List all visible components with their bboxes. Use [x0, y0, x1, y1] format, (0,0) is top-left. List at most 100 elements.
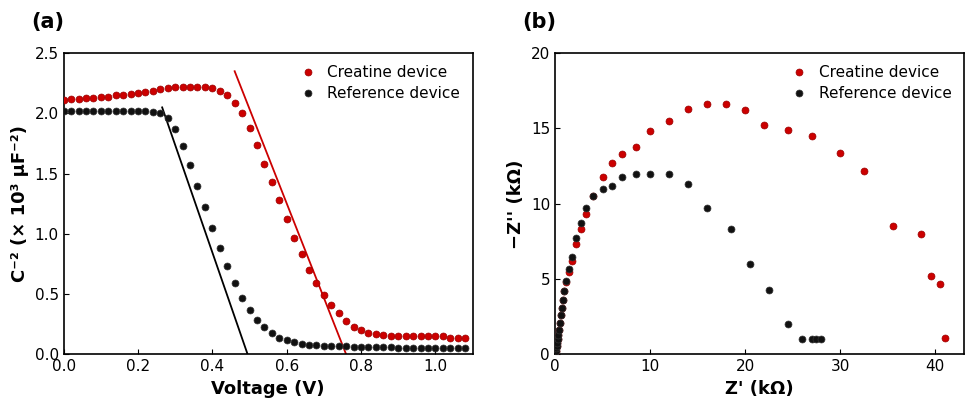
- Reference device: [566, 254, 578, 259]
- Line: Reference device: Reference device: [60, 108, 469, 352]
- Reference device: [552, 333, 564, 337]
- Y-axis label: C⁻² (× 10³ μF⁻²): C⁻² (× 10³ μF⁻²): [11, 126, 29, 282]
- Text: (a): (a): [31, 12, 64, 32]
- Reference device: [782, 322, 794, 327]
- Reference device: [797, 337, 808, 342]
- Reference device: [392, 346, 404, 351]
- Reference device: [810, 337, 822, 342]
- Reference device: [557, 298, 568, 303]
- Reference device: [806, 337, 818, 342]
- Legend: Creatine device, Reference device: Creatine device, Reference device: [288, 61, 465, 106]
- Reference device: [58, 108, 69, 113]
- Creatine device: [552, 337, 564, 342]
- Creatine device: [451, 335, 463, 340]
- Reference device: [550, 348, 562, 353]
- Creatine device: [663, 119, 675, 124]
- Reference device: [575, 221, 587, 226]
- Creatine device: [934, 281, 946, 286]
- Reference device: [551, 346, 563, 351]
- Creatine device: [580, 212, 592, 217]
- Creatine device: [561, 280, 572, 285]
- Creatine device: [739, 108, 751, 113]
- Creatine device: [682, 106, 694, 111]
- Reference device: [102, 108, 114, 113]
- Creatine device: [459, 335, 471, 340]
- Reference device: [580, 206, 592, 211]
- Reference device: [551, 344, 563, 348]
- Creatine device: [759, 123, 770, 128]
- Reference device: [552, 337, 564, 342]
- Creatine device: [916, 231, 927, 236]
- Reference device: [555, 313, 566, 318]
- Creatine device: [170, 84, 181, 89]
- Reference device: [701, 206, 713, 211]
- Reference device: [451, 346, 463, 351]
- Reference device: [815, 337, 827, 342]
- Creatine device: [606, 161, 618, 166]
- Reference device: [597, 186, 608, 191]
- Creatine device: [58, 98, 69, 103]
- Creatine device: [553, 327, 565, 332]
- Creatine device: [555, 313, 566, 318]
- Creatine device: [721, 102, 732, 107]
- Creatine device: [615, 152, 627, 157]
- Creatine device: [559, 289, 570, 294]
- Creatine device: [858, 168, 870, 173]
- Creatine device: [575, 227, 587, 232]
- Reference device: [663, 171, 675, 176]
- Creatine device: [445, 335, 456, 340]
- Creatine device: [806, 134, 818, 139]
- Creatine device: [835, 150, 846, 155]
- Creatine device: [102, 94, 114, 99]
- Reference device: [550, 350, 562, 355]
- Creatine device: [644, 129, 656, 134]
- Creatine device: [550, 350, 562, 355]
- Reference device: [615, 174, 627, 179]
- Reference device: [551, 341, 563, 346]
- Creatine device: [924, 274, 936, 279]
- Creatine device: [587, 194, 599, 199]
- Reference device: [553, 327, 565, 332]
- Creatine device: [570, 242, 582, 247]
- Creatine device: [551, 344, 563, 348]
- Creatine device: [566, 258, 578, 263]
- Creatine device: [422, 334, 434, 339]
- Legend: Creatine device, Reference device: Creatine device, Reference device: [779, 61, 956, 106]
- Creatine device: [133, 90, 144, 95]
- Creatine device: [564, 269, 575, 274]
- Reference device: [744, 262, 756, 267]
- Creatine device: [630, 144, 642, 149]
- Creatine device: [557, 298, 568, 303]
- X-axis label: Voltage (V): Voltage (V): [212, 380, 325, 398]
- Reference device: [587, 194, 599, 199]
- Creatine device: [939, 335, 951, 340]
- Creatine device: [597, 174, 608, 179]
- Reference device: [207, 225, 218, 230]
- Creatine device: [886, 224, 898, 229]
- Reference device: [154, 111, 166, 116]
- Y-axis label: −Z'' (kΩ): −Z'' (kΩ): [507, 159, 526, 249]
- Reference device: [559, 289, 570, 294]
- Reference device: [630, 171, 642, 176]
- Reference device: [644, 171, 656, 176]
- Reference device: [606, 183, 618, 188]
- Creatine device: [554, 320, 566, 325]
- Creatine device: [556, 305, 567, 310]
- Creatine device: [552, 333, 564, 337]
- Creatine device: [214, 88, 225, 93]
- Reference device: [763, 287, 775, 292]
- Reference device: [561, 278, 572, 283]
- Reference device: [133, 108, 144, 113]
- Creatine device: [551, 346, 563, 351]
- Line: Creatine device: Creatine device: [552, 101, 949, 356]
- Reference device: [564, 266, 575, 271]
- Line: Reference device: Reference device: [552, 170, 825, 356]
- Reference device: [554, 320, 566, 325]
- Reference device: [570, 236, 582, 241]
- Line: Creatine device: Creatine device: [60, 83, 469, 341]
- Creatine device: [154, 87, 166, 92]
- Reference device: [422, 346, 434, 351]
- Creatine device: [782, 128, 794, 133]
- Creatine device: [551, 341, 563, 346]
- Reference device: [459, 346, 471, 351]
